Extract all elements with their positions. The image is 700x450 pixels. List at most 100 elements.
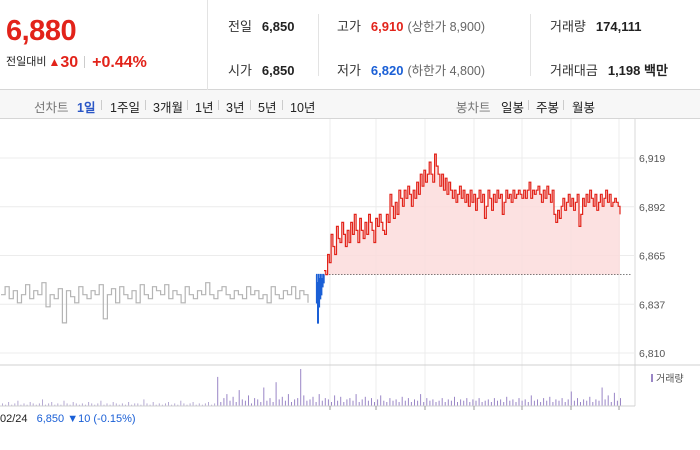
candle-tab-weekly[interactable]: 주봉: [536, 101, 560, 115]
tab-separator: [145, 100, 146, 110]
volume-bar: [226, 394, 228, 406]
volume-bar: [263, 387, 265, 406]
x-axis-ticks: 02/2510:0011:0012:0013:0014:0015:00: [329, 406, 620, 410]
volume-bar: [143, 399, 145, 406]
tab-separator: [528, 100, 529, 110]
volume-bar: [490, 402, 492, 406]
tab-separator: [250, 100, 251, 110]
prev-close-cell: 전일 6,850: [228, 16, 294, 35]
volume-bar: [51, 402, 53, 406]
volume-bar: [75, 403, 77, 406]
period-tab-1d[interactable]: 1일: [77, 101, 96, 115]
volume-bar: [343, 402, 345, 406]
period-tab-3m[interactable]: 3개월: [153, 101, 183, 115]
tab-separator: [282, 100, 283, 110]
candle-tab-daily[interactable]: 일봉: [501, 101, 525, 115]
low-value: 6,820: [370, 63, 404, 78]
volume-bar: [254, 398, 256, 406]
volume-bar: [158, 403, 160, 406]
volume-bar: [115, 403, 117, 406]
volume-bar: [438, 400, 440, 406]
amount-label: 거래대금: [550, 63, 598, 78]
volume-bar: [398, 402, 400, 406]
volume-bar: [555, 399, 557, 406]
high-value: 6,910: [370, 19, 404, 34]
volume-bar: [583, 399, 585, 406]
line-chart-label: 선차트: [34, 101, 69, 115]
volume-bar: [592, 402, 594, 406]
volume-bar: [466, 398, 468, 406]
volume-bar: [616, 400, 618, 406]
volume-bar: [577, 398, 578, 406]
volume-bar: [103, 404, 105, 406]
volume-bar: [340, 396, 342, 407]
volume-bar: [48, 403, 50, 406]
lower-limit: (하한가 4,800): [407, 64, 486, 78]
volume-bar: [567, 399, 569, 406]
period-tab-10y[interactable]: 10년: [290, 101, 316, 115]
period-tab-1y[interactable]: 1년: [195, 101, 214, 115]
volume-bar: [291, 402, 292, 406]
volume-bar: [601, 387, 603, 406]
volume-bar: [272, 402, 274, 406]
volume-bar: [297, 398, 299, 406]
volume-bar: [8, 402, 10, 406]
volume-bar: [23, 403, 25, 406]
volume-bar: [100, 400, 102, 406]
volume-bar: [500, 399, 502, 406]
volume-bar: [457, 402, 458, 406]
tab-separator: [187, 100, 188, 110]
volume-bar: [214, 403, 216, 406]
volume-bar: [432, 399, 434, 406]
volume-bar: [192, 402, 194, 406]
current-price: 6,880: [6, 15, 77, 47]
period-tab-3y[interactable]: 3년: [226, 101, 245, 115]
period-tab-5y[interactable]: 5년: [258, 101, 277, 115]
change-label: 전일대비: [6, 56, 47, 68]
chart-toolbar: 선차트 1일 1주일 3개월 1년 3년 5년 10년 봉차트 일봉 주봉 월봉: [0, 90, 700, 119]
high-label: 고가: [337, 19, 361, 34]
volume-bar: [404, 400, 406, 406]
volume-bar: [386, 402, 388, 406]
volume-bar: [493, 398, 495, 406]
volume-bar: [238, 390, 240, 406]
volume-bar: [481, 402, 483, 406]
volume-bar: [552, 402, 554, 406]
volume-bar: [11, 404, 13, 406]
volume-bar: [524, 399, 526, 406]
volume-bar: [177, 404, 179, 406]
volume-bar: [327, 399, 329, 406]
change-row: 전일대비 ▲30 +0.44%: [6, 53, 147, 72]
prev-day-change: ▼10: [67, 413, 91, 425]
volume-bar: [63, 400, 65, 406]
candle-tab-monthly[interactable]: 월봉: [572, 101, 596, 115]
volume-bar: [106, 403, 108, 406]
volume-bar: [367, 400, 369, 406]
volume-bar: [309, 399, 311, 406]
volume-bar: [371, 398, 372, 406]
volume-bar: [518, 398, 520, 406]
volume-bar: [515, 402, 517, 406]
volume-bar: [121, 403, 123, 406]
volume-bar: [312, 396, 314, 407]
volume-bar: [140, 404, 142, 406]
up-area-fill: [324, 154, 620, 275]
volume-bar: [195, 404, 197, 406]
volume-bar: [546, 400, 548, 406]
y-tick-label: 6,810: [639, 348, 665, 360]
prev-day-price-line: [1, 282, 309, 324]
prev-close-value: 6,850: [261, 19, 295, 34]
tab-separator: [101, 100, 102, 110]
volume-bar: [463, 400, 465, 406]
volume-bar: [180, 400, 182, 406]
volume-bar: [521, 400, 523, 406]
volume-bar: [472, 399, 474, 406]
volume-bar: [586, 400, 588, 406]
volume-bar: [235, 402, 237, 406]
volume-bar: [580, 402, 581, 406]
volume-bar: [435, 402, 437, 406]
period-tab-1w[interactable]: 1주일: [110, 101, 140, 115]
y-axis-ticks: 6,919 6,892 6,865 6,837 6,810: [639, 153, 665, 360]
volume-bar: [57, 403, 59, 406]
low-label: 저가: [337, 63, 361, 78]
